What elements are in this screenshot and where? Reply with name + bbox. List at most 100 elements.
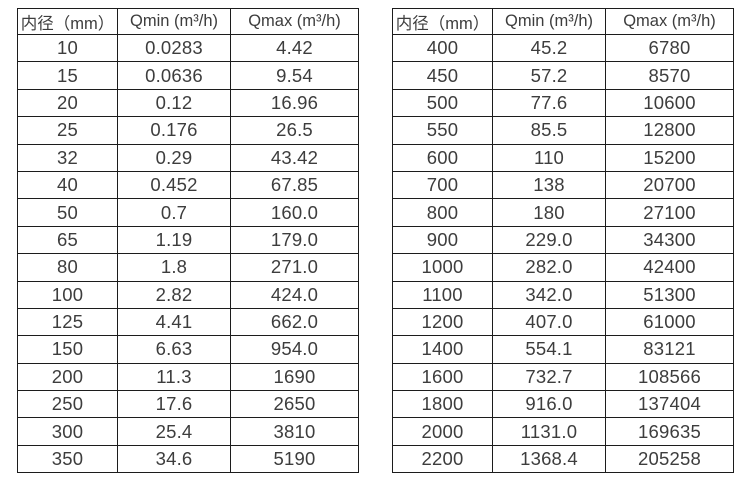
table-cell-diameter: 150	[17, 335, 118, 364]
table-cell-diameter: 1800	[392, 390, 493, 419]
table-cell-diameter: 125	[17, 307, 118, 337]
spec-table-dn10-350: 内径（mm） Qmin (m³/h) Qmax (m³/h) 10 0.0283 4.4…	[17, 8, 359, 474]
table-cell-qmin: 0.29	[117, 143, 231, 172]
column-header-qmax: Qmax (m³/h)	[230, 8, 359, 35]
table-row: 100 2.82 424.0	[17, 280, 359, 309]
table-row: 1000 282.0 42400	[392, 253, 734, 282]
table-cell-qmin: 2.82	[117, 280, 231, 309]
table-cell-qmax: 6780	[605, 33, 734, 63]
table-row: 250 17.6 2650	[17, 390, 359, 419]
table-cell-qmin: 0.176	[117, 116, 231, 145]
table-cell-qmin: 1368.4	[492, 444, 606, 474]
table-cell-diameter: 1600	[392, 362, 493, 392]
table-cell-diameter: 40	[17, 170, 118, 200]
table-row: 200 11.3 1690	[17, 362, 359, 392]
table-cell-diameter: 200	[17, 362, 118, 392]
table-cell-qmax: 12800	[605, 116, 734, 145]
table-cell-qmin: 25.4	[117, 417, 231, 446]
table-cell-qmin: 57.2	[492, 61, 606, 90]
table-cell-diameter: 32	[17, 143, 118, 172]
table-cell-diameter: 450	[392, 61, 493, 90]
table-cell-qmin: 282.0	[492, 253, 606, 282]
table-cell-qmin: 916.0	[492, 390, 606, 419]
table-row: 15 0.0636 9.54	[17, 61, 359, 90]
table-row: 32 0.29 43.42	[17, 143, 359, 172]
table-cell-qmax: 42400	[605, 253, 734, 282]
table-row: 1600 732.7 108566	[392, 362, 734, 392]
table-cell-diameter: 15	[17, 61, 118, 90]
table-row: 300 25.4 3810	[17, 417, 359, 446]
table-cell-diameter: 500	[392, 88, 493, 118]
table-row: 80 1.8 271.0	[17, 253, 359, 282]
table-cell-diameter: 20	[17, 88, 118, 118]
table-row: 1400 554.1 83121	[392, 335, 734, 364]
table-cell-qmax: 169635	[605, 417, 734, 446]
header-row: 内径（mm） Qmin (m³/h) Qmax (m³/h)	[392, 8, 734, 35]
table-cell-qmin: 17.6	[117, 390, 231, 419]
table-cell-diameter: 65	[17, 225, 118, 255]
table-cell-qmin: 34.6	[117, 444, 231, 474]
table-cell-qmin: 0.0636	[117, 61, 231, 90]
table-row: 2200 1368.4 205258	[392, 444, 734, 474]
table-cell-qmin: 229.0	[492, 225, 606, 255]
table-row: 2000 1131.0 169635	[392, 417, 734, 446]
table-cell-qmin: 554.1	[492, 335, 606, 364]
table-cell-qmax: 137404	[605, 390, 734, 419]
table-cell-diameter: 1000	[392, 253, 493, 282]
table-cell-diameter: 2000	[392, 417, 493, 446]
table-cell-qmax: 1690	[230, 362, 359, 392]
table-cell-qmax: 83121	[605, 335, 734, 364]
table-row: 350 34.6 5190	[17, 444, 359, 474]
table-cell-qmax: 5190	[230, 444, 359, 474]
table-cell-qmax: 26.5	[230, 116, 359, 145]
table-cell-qmax: 4.42	[230, 33, 359, 63]
table-cell-qmax: 954.0	[230, 335, 359, 364]
table-cell-diameter: 300	[17, 417, 118, 446]
table-cell-diameter: 50	[17, 198, 118, 227]
table-cell-diameter: 800	[392, 198, 493, 227]
table-row: 1200 407.0 61000	[392, 307, 734, 337]
table-cell-qmax: 424.0	[230, 280, 359, 309]
table-cell-diameter: 25	[17, 116, 118, 145]
spec-table-dn400-2200: 内径（mm） Qmin (m³/h) Qmax (m³/h) 400 45.2 6780…	[392, 8, 734, 474]
table-cell-qmax: 205258	[605, 444, 734, 474]
table-cell-qmin: 45.2	[492, 33, 606, 63]
table-cell-diameter: 350	[17, 444, 118, 474]
table-cell-qmax: 43.42	[230, 143, 359, 172]
table-cell-qmin: 342.0	[492, 280, 606, 309]
table-cell-qmax: 15200	[605, 143, 734, 172]
table-cell-qmax: 16.96	[230, 88, 359, 118]
table-cell-qmin: 407.0	[492, 307, 606, 337]
table-cell-qmax: 51300	[605, 280, 734, 309]
table-row: 1800 916.0 137404	[392, 390, 734, 419]
column-header-diameter: 内径（mm）	[392, 8, 493, 35]
table-row: 450 57.2 8570	[392, 61, 734, 90]
table-cell-diameter: 550	[392, 116, 493, 145]
table-cell-diameter: 1400	[392, 335, 493, 364]
table-row: 10 0.0283 4.42	[17, 33, 359, 63]
table-cell-diameter: 600	[392, 143, 493, 172]
column-header-diameter: 内径（mm）	[17, 8, 118, 35]
table-cell-qmax: 179.0	[230, 225, 359, 255]
column-header-qmax: Qmax (m³/h)	[605, 8, 734, 35]
table-row: 600 110 15200	[392, 143, 734, 172]
table-cell-diameter: 900	[392, 225, 493, 255]
table-cell-diameter: 1100	[392, 280, 493, 309]
table-row: 550 85.5 12800	[392, 116, 734, 145]
table-row: 40 0.452 67.85	[17, 170, 359, 200]
table-cell-qmax: 20700	[605, 170, 734, 200]
table-row: 150 6.63 954.0	[17, 335, 359, 364]
table-cell-qmax: 8570	[605, 61, 734, 90]
table-cell-qmin: 85.5	[492, 116, 606, 145]
table-cell-qmin: 11.3	[117, 362, 231, 392]
table-row: 20 0.12 16.96	[17, 88, 359, 118]
table-cell-qmin: 6.63	[117, 335, 231, 364]
table-cell-qmin: 1.8	[117, 253, 231, 282]
table-cell-diameter: 250	[17, 390, 118, 419]
table-cell-qmax: 160.0	[230, 198, 359, 227]
table-cell-qmax: 108566	[605, 362, 734, 392]
table-cell-diameter: 700	[392, 170, 493, 200]
table-cell-qmin: 0.452	[117, 170, 231, 200]
header-row: 内径（mm） Qmin (m³/h) Qmax (m³/h)	[17, 8, 359, 35]
table-cell-qmin: 1.19	[117, 225, 231, 255]
